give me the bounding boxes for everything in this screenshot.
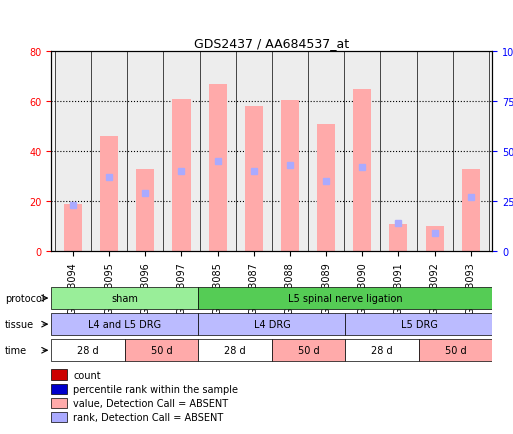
Bar	[136, 169, 154, 252]
Bar	[64, 204, 82, 252]
Bar	[344, 52, 380, 252]
Bar	[236, 52, 272, 252]
Bar	[317, 125, 335, 252]
Bar	[308, 52, 344, 252]
Bar	[127, 52, 164, 252]
FancyBboxPatch shape	[199, 340, 272, 361]
Bar	[452, 52, 489, 252]
FancyBboxPatch shape	[199, 288, 492, 309]
Text: L4 and L5 DRG: L4 and L5 DRG	[88, 319, 162, 329]
Text: count: count	[73, 370, 101, 380]
Bar	[55, 52, 91, 252]
Text: 50 d: 50 d	[445, 345, 466, 355]
Bar	[389, 224, 407, 252]
Text: value, Detection Call = ABSENT: value, Detection Call = ABSENT	[73, 398, 228, 408]
Text: 50 d: 50 d	[298, 345, 320, 355]
Bar	[100, 137, 118, 252]
Bar	[281, 101, 299, 252]
Bar	[209, 85, 227, 252]
Text: L4 DRG: L4 DRG	[253, 319, 290, 329]
Bar	[91, 52, 127, 252]
Bar	[172, 99, 190, 252]
FancyBboxPatch shape	[51, 314, 199, 335]
FancyBboxPatch shape	[199, 314, 345, 335]
Text: tissue: tissue	[5, 319, 34, 329]
FancyBboxPatch shape	[419, 340, 492, 361]
Bar	[462, 169, 480, 252]
FancyBboxPatch shape	[345, 314, 492, 335]
Text: sham: sham	[111, 293, 139, 303]
Text: L5 DRG: L5 DRG	[401, 319, 438, 329]
Text: 28 d: 28 d	[224, 345, 246, 355]
Bar	[51, 398, 67, 408]
FancyBboxPatch shape	[51, 340, 125, 361]
FancyBboxPatch shape	[345, 340, 419, 361]
Bar	[380, 52, 417, 252]
FancyBboxPatch shape	[125, 340, 199, 361]
Text: percentile rank within the sample: percentile rank within the sample	[73, 385, 239, 394]
Bar	[417, 52, 452, 252]
Text: 28 d: 28 d	[77, 345, 99, 355]
Text: 28 d: 28 d	[371, 345, 393, 355]
Bar	[200, 52, 236, 252]
Bar	[272, 52, 308, 252]
Bar	[51, 370, 67, 380]
Text: 50 d: 50 d	[151, 345, 172, 355]
FancyBboxPatch shape	[272, 340, 345, 361]
Title: GDS2437 / AA684537_at: GDS2437 / AA684537_at	[194, 36, 349, 49]
Bar	[353, 89, 371, 252]
Text: L5 spinal nerve ligation: L5 spinal nerve ligation	[288, 293, 403, 303]
Bar	[426, 227, 444, 252]
FancyBboxPatch shape	[51, 288, 199, 309]
Bar	[51, 412, 67, 422]
Bar	[245, 107, 263, 252]
Text: rank, Detection Call = ABSENT: rank, Detection Call = ABSENT	[73, 413, 224, 422]
Bar	[51, 384, 67, 394]
Bar	[164, 52, 200, 252]
Text: protocol: protocol	[5, 293, 45, 303]
Text: time: time	[5, 345, 27, 355]
